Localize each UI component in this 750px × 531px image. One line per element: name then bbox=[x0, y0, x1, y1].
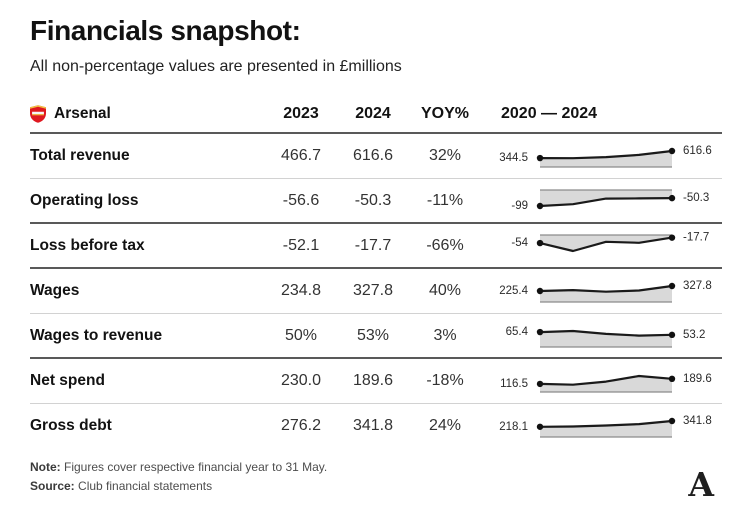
column-header-range: 2020 — 2024 bbox=[501, 104, 598, 122]
sparkline-start-value: -54 bbox=[511, 237, 528, 250]
value-2023: -56.6 bbox=[282, 192, 320, 210]
sparkline-chart bbox=[533, 139, 679, 173]
footer-source: Source: Club financial statements bbox=[30, 477, 722, 497]
sparkline-chart bbox=[533, 409, 679, 443]
sparkline-2020-2024: 225.4 327.8 bbox=[481, 269, 722, 314]
metric-label: Gross debt bbox=[30, 417, 112, 435]
note-text: Figures cover respective financial year … bbox=[64, 459, 328, 474]
sparkline-end-value: -17.7 bbox=[683, 231, 710, 244]
value-yoy: -66% bbox=[426, 237, 464, 255]
club-header-cell: Arsenal bbox=[30, 105, 265, 123]
page-subtitle: All non-percentage values are presented … bbox=[30, 57, 402, 75]
sparkline-2020-2024: 344.5 616.6 bbox=[481, 134, 722, 179]
sparkline-end-value: -50.3 bbox=[683, 192, 710, 205]
value-2023: 50% bbox=[284, 327, 318, 345]
sparkline-2020-2024: -54 -17.7 bbox=[481, 224, 722, 269]
sparkline-chart bbox=[533, 229, 679, 263]
column-header-yoy: YOY% bbox=[420, 104, 469, 122]
sparkline-end-value: 327.8 bbox=[683, 280, 712, 293]
sparkline-2020-2024: 116.5 189.6 bbox=[481, 359, 722, 404]
sparkline-start-value: 116.5 bbox=[500, 377, 528, 390]
table-row-net-spend: Net spend 230.0 189.6 -18% 116.5 189.6 bbox=[30, 359, 722, 404]
page-title: Financials snapshot: bbox=[30, 15, 301, 46]
value-2023: 230.0 bbox=[280, 372, 322, 390]
value-2023: 276.2 bbox=[280, 417, 322, 435]
sparkline-start-value: 344.5 bbox=[499, 152, 528, 165]
value-yoy: 3% bbox=[433, 327, 457, 345]
club-name: Arsenal bbox=[54, 104, 111, 122]
sparkline-start-value: -99 bbox=[511, 200, 528, 213]
sparkline-end-value: 341.8 bbox=[683, 415, 712, 428]
sparkline-chart bbox=[533, 184, 679, 218]
value-yoy: 24% bbox=[428, 417, 462, 435]
value-2024: -17.7 bbox=[354, 237, 392, 255]
value-2024: -50.3 bbox=[354, 192, 392, 210]
sparkline-start-value: 225.4 bbox=[499, 285, 528, 298]
value-yoy: 40% bbox=[428, 282, 462, 300]
sparkline-2020-2024: 65.4 53.2 bbox=[481, 314, 722, 359]
column-header-2024: 2024 bbox=[355, 104, 391, 122]
table-header-row: Arsenal 2023 2024 YOY% 2020 — 2024 bbox=[30, 96, 722, 134]
arsenal-crest-icon bbox=[30, 104, 46, 123]
footer-note: Note: Figures cover respective financial… bbox=[30, 458, 722, 478]
value-2024: 53% bbox=[356, 327, 390, 345]
value-2023: 234.8 bbox=[280, 282, 322, 300]
metric-label: Net spend bbox=[30, 372, 105, 390]
metric-label: Wages bbox=[30, 282, 80, 300]
table-row-operating-loss: Operating loss -56.6 -50.3 -11% -99 -50.… bbox=[30, 179, 722, 224]
column-header-2023: 2023 bbox=[283, 104, 319, 122]
sparkline-chart bbox=[533, 319, 679, 353]
athletic-logo: A bbox=[688, 465, 714, 504]
metric-label: Total revenue bbox=[30, 147, 130, 165]
note-label: Note: bbox=[30, 459, 61, 474]
sparkline-chart bbox=[533, 364, 679, 398]
value-yoy: -11% bbox=[426, 192, 464, 210]
footer-notes: Note: Figures cover respective financial… bbox=[30, 458, 722, 498]
value-2023: -52.1 bbox=[282, 237, 320, 255]
value-2024: 189.6 bbox=[352, 372, 394, 390]
value-yoy: 32% bbox=[428, 147, 462, 165]
value-2023: 466.7 bbox=[280, 147, 322, 165]
sparkline-start-value: 218.1 bbox=[499, 420, 528, 433]
sparkline-2020-2024: -99 -50.3 bbox=[481, 179, 722, 224]
table-row-wages: Wages 234.8 327.8 40% 225.4 327.8 bbox=[30, 269, 722, 314]
metric-label: Wages to revenue bbox=[30, 327, 163, 345]
value-2024: 341.8 bbox=[352, 417, 394, 435]
sparkline-start-value: 65.4 bbox=[505, 326, 528, 339]
table-row-loss-before-tax: Loss before tax -52.1 -17.7 -66% -54 -17… bbox=[30, 224, 722, 269]
source-label: Source: bbox=[30, 479, 75, 494]
metric-label: Loss before tax bbox=[30, 237, 145, 255]
financials-table: Arsenal 2023 2024 YOY% 2020 — 2024 Total… bbox=[30, 96, 722, 449]
sparkline-end-value: 53.2 bbox=[683, 328, 706, 341]
metric-label: Operating loss bbox=[30, 192, 139, 210]
sparkline-end-value: 616.6 bbox=[683, 145, 712, 158]
value-yoy: -18% bbox=[426, 372, 464, 390]
table-row-total-revenue: Total revenue 466.7 616.6 32% 344.5 616.… bbox=[30, 134, 722, 179]
table-row-wages-to-revenue: Wages to revenue 50% 53% 3% 65.4 53.2 bbox=[30, 314, 722, 359]
sparkline-end-value: 189.6 bbox=[683, 372, 712, 385]
value-2024: 616.6 bbox=[352, 147, 394, 165]
source-text: Club financial statements bbox=[78, 479, 213, 494]
sparkline-chart bbox=[533, 274, 679, 308]
sparkline-2020-2024: 218.1 341.8 bbox=[481, 404, 722, 449]
value-2024: 327.8 bbox=[352, 282, 394, 300]
table-row-gross-debt: Gross debt 276.2 341.8 24% 218.1 341.8 bbox=[30, 404, 722, 449]
